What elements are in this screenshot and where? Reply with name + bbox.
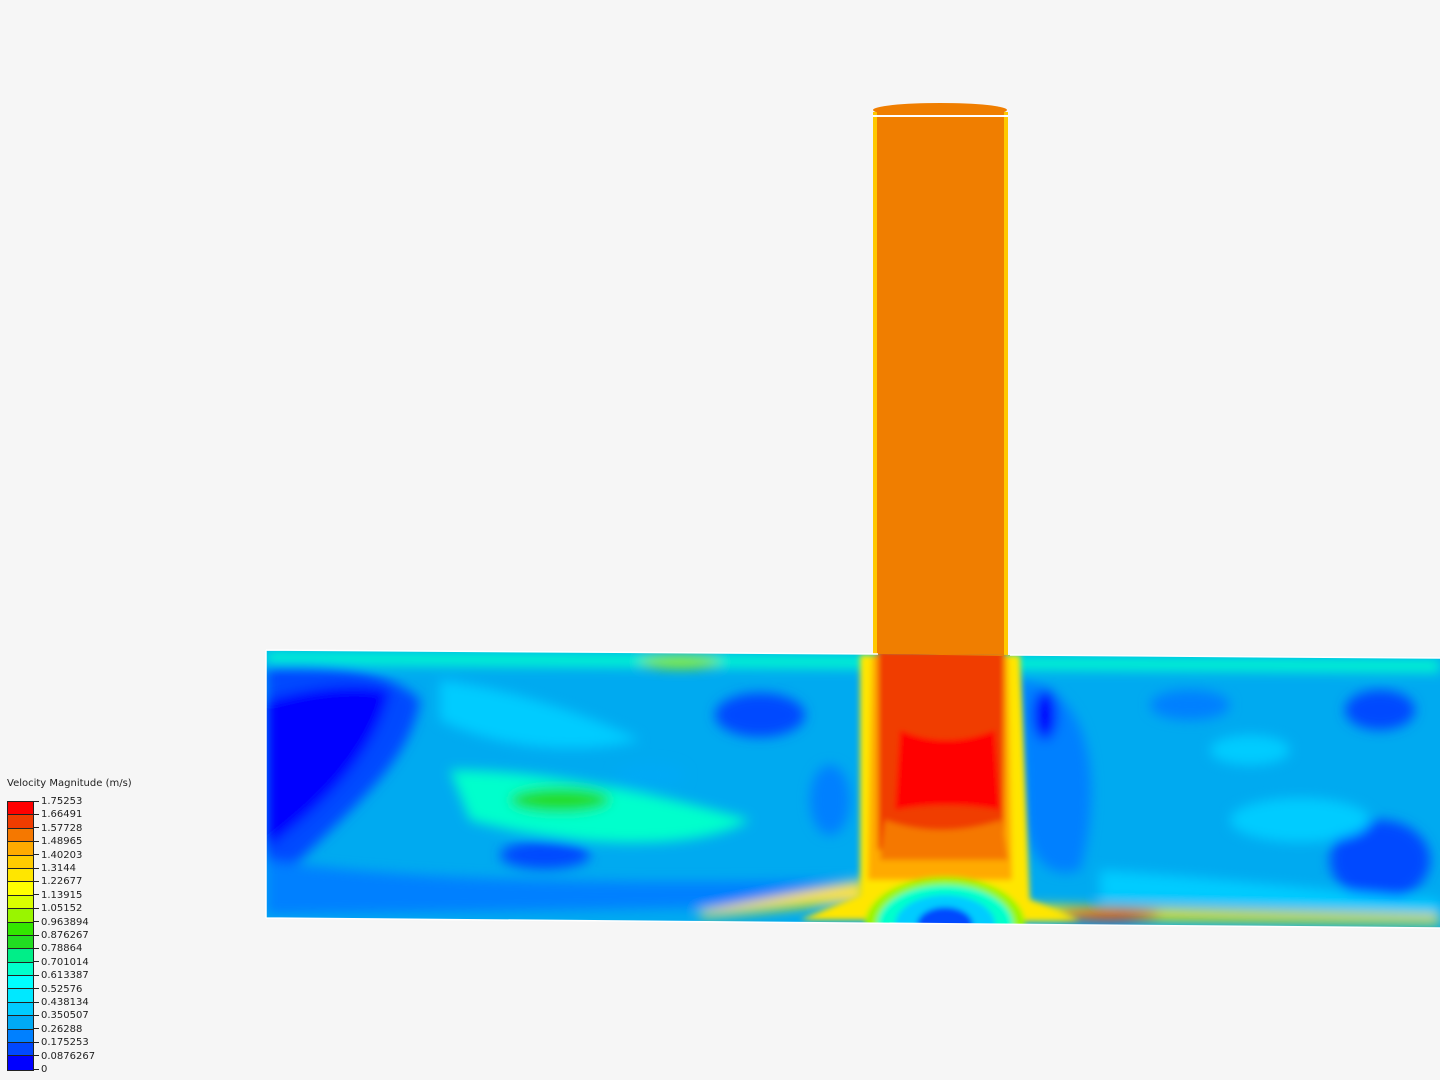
legend-band — [8, 962, 33, 977]
legend-tick-label: 1.57728 — [34, 823, 82, 835]
legend-tick-label: 0.78864 — [34, 943, 82, 955]
legend-tick-label: 1.13915 — [34, 890, 82, 902]
legend-band — [8, 976, 33, 990]
legend-tick-label: 0 — [34, 1064, 47, 1076]
legend-band — [8, 935, 33, 950]
color-legend: Velocity Magnitude (m/s) 1.75253 1.66491 1… — [0, 776, 160, 1076]
legend-tick-label: 0.26288 — [34, 1024, 82, 1036]
legend-tick-label: 1.75253 — [34, 796, 82, 808]
legend-tick-label: 0.876267 — [34, 930, 89, 942]
legend-band — [8, 909, 33, 923]
legend-band — [8, 882, 33, 896]
legend-tick-label: 1.66491 — [34, 809, 82, 821]
legend-band — [8, 842, 33, 856]
legend-tick-label: 0.438134 — [34, 997, 89, 1009]
legend-color-bar — [7, 801, 34, 1071]
legend-tick-label: 0.52576 — [34, 984, 82, 996]
legend-band — [8, 815, 33, 829]
legend-band — [8, 855, 33, 869]
legend-band — [8, 922, 33, 936]
legend-band — [8, 949, 33, 963]
legend-band — [8, 1043, 33, 1057]
legend-band — [8, 1056, 33, 1070]
legend-band — [8, 802, 33, 816]
legend-tick-label: 0.701014 — [34, 957, 89, 969]
legend-tick-label: 0.613387 — [34, 970, 89, 982]
legend-tick-label: 1.22677 — [34, 876, 82, 888]
horizontal-channel — [266, 650, 1440, 928]
legend-title: Velocity Magnitude (m/s) — [7, 778, 132, 789]
legend-band — [8, 828, 33, 843]
legend-tick-label: 1.40203 — [34, 850, 82, 862]
legend-tick-label: 0.350507 — [34, 1010, 89, 1022]
legend-band — [8, 989, 33, 1003]
legend-tick-label: 0.963894 — [34, 917, 89, 929]
pipe-top-cap — [873, 103, 1007, 117]
legend-band — [8, 868, 33, 883]
legend-band — [8, 1016, 33, 1030]
vertical-inlet-pipe — [873, 103, 1008, 657]
legend-tick-label: 0.175253 — [34, 1037, 89, 1049]
legend-tick-label: 1.3144 — [34, 863, 76, 875]
legend-band — [8, 895, 33, 910]
legend-band — [8, 1002, 33, 1017]
legend-tick-label: 0.0876267 — [34, 1051, 95, 1063]
legend-tick-label: 1.48965 — [34, 836, 82, 848]
legend-band — [8, 1029, 33, 1044]
legend-tick-label: 1.05152 — [34, 903, 82, 915]
